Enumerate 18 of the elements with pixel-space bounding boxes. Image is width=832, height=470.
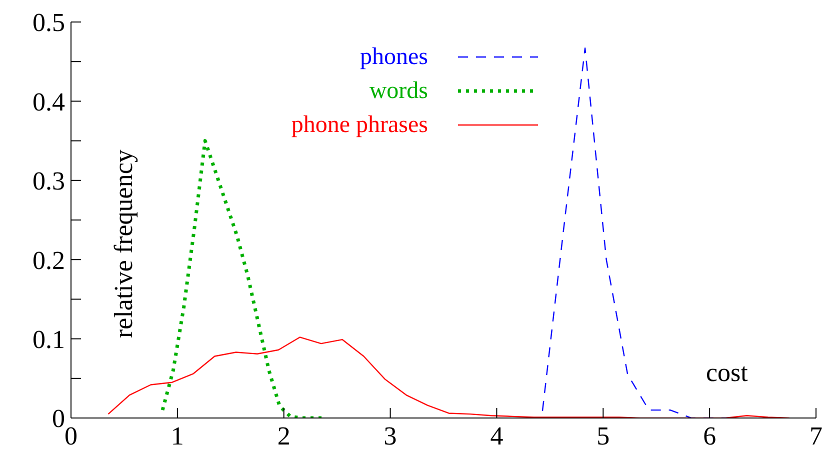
- y-tick-label: 0.4: [32, 87, 65, 116]
- x-tick-label: 2: [277, 421, 290, 450]
- y-tick-label: 0.3: [32, 166, 65, 196]
- x-tick-label: 5: [596, 421, 610, 450]
- legend-label: phones: [360, 43, 428, 72]
- legend-label: words: [369, 77, 428, 106]
- x-tick-label: 4: [490, 421, 504, 450]
- x-tick-label: 7: [810, 421, 822, 450]
- x-axis-title: cost: [706, 358, 748, 388]
- y-tick-label: 0.2: [32, 246, 65, 275]
- y-axis-title: relative frequency: [109, 150, 139, 338]
- y-tick-label: 0.1: [32, 325, 65, 354]
- y-tick-label: 0.5: [32, 8, 65, 38]
- legend-label: phone phrases: [291, 111, 428, 140]
- x-tick-label: 1: [170, 421, 184, 450]
- line-series: [160, 139, 324, 418]
- x-tick-label: 3: [384, 421, 397, 450]
- x-tick-label: 6: [703, 421, 716, 450]
